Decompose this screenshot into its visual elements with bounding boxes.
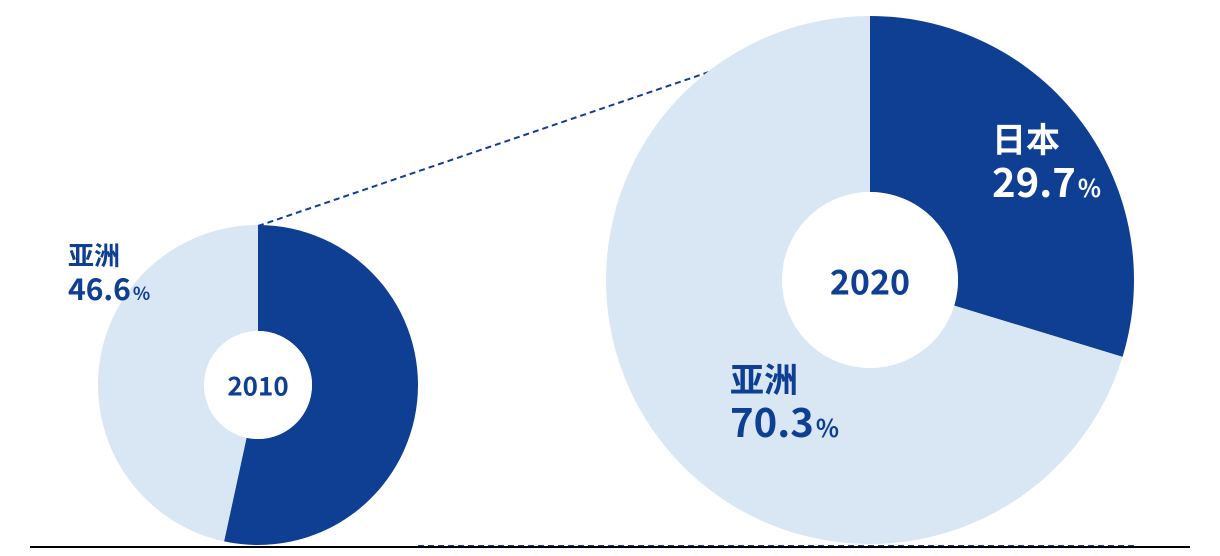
label-2010-japan: 日本 53.4% (290, 438, 372, 502)
chart-canvas: 2010 2020 日本 53.4% 亚洲 46.6% 日本 29.7% 亚洲 … (0, 0, 1220, 556)
donut-2010-year: 2010 (227, 367, 288, 404)
baseline (30, 546, 1190, 548)
label-2020-asia: 亚洲 70.3% (730, 358, 839, 443)
label-2020-japan: 日本 29.7% (992, 118, 1101, 203)
label-2020-asia-value: 70.3% (730, 397, 839, 443)
label-2020-japan-value: 29.7% (992, 157, 1101, 203)
label-2010-asia: 亚洲 46.6% (68, 240, 150, 304)
label-2010-japan-value: 53.4% (290, 468, 372, 503)
donut-2020-year: 2020 (830, 256, 910, 305)
label-2010-asia-value: 46.6% (68, 270, 150, 305)
